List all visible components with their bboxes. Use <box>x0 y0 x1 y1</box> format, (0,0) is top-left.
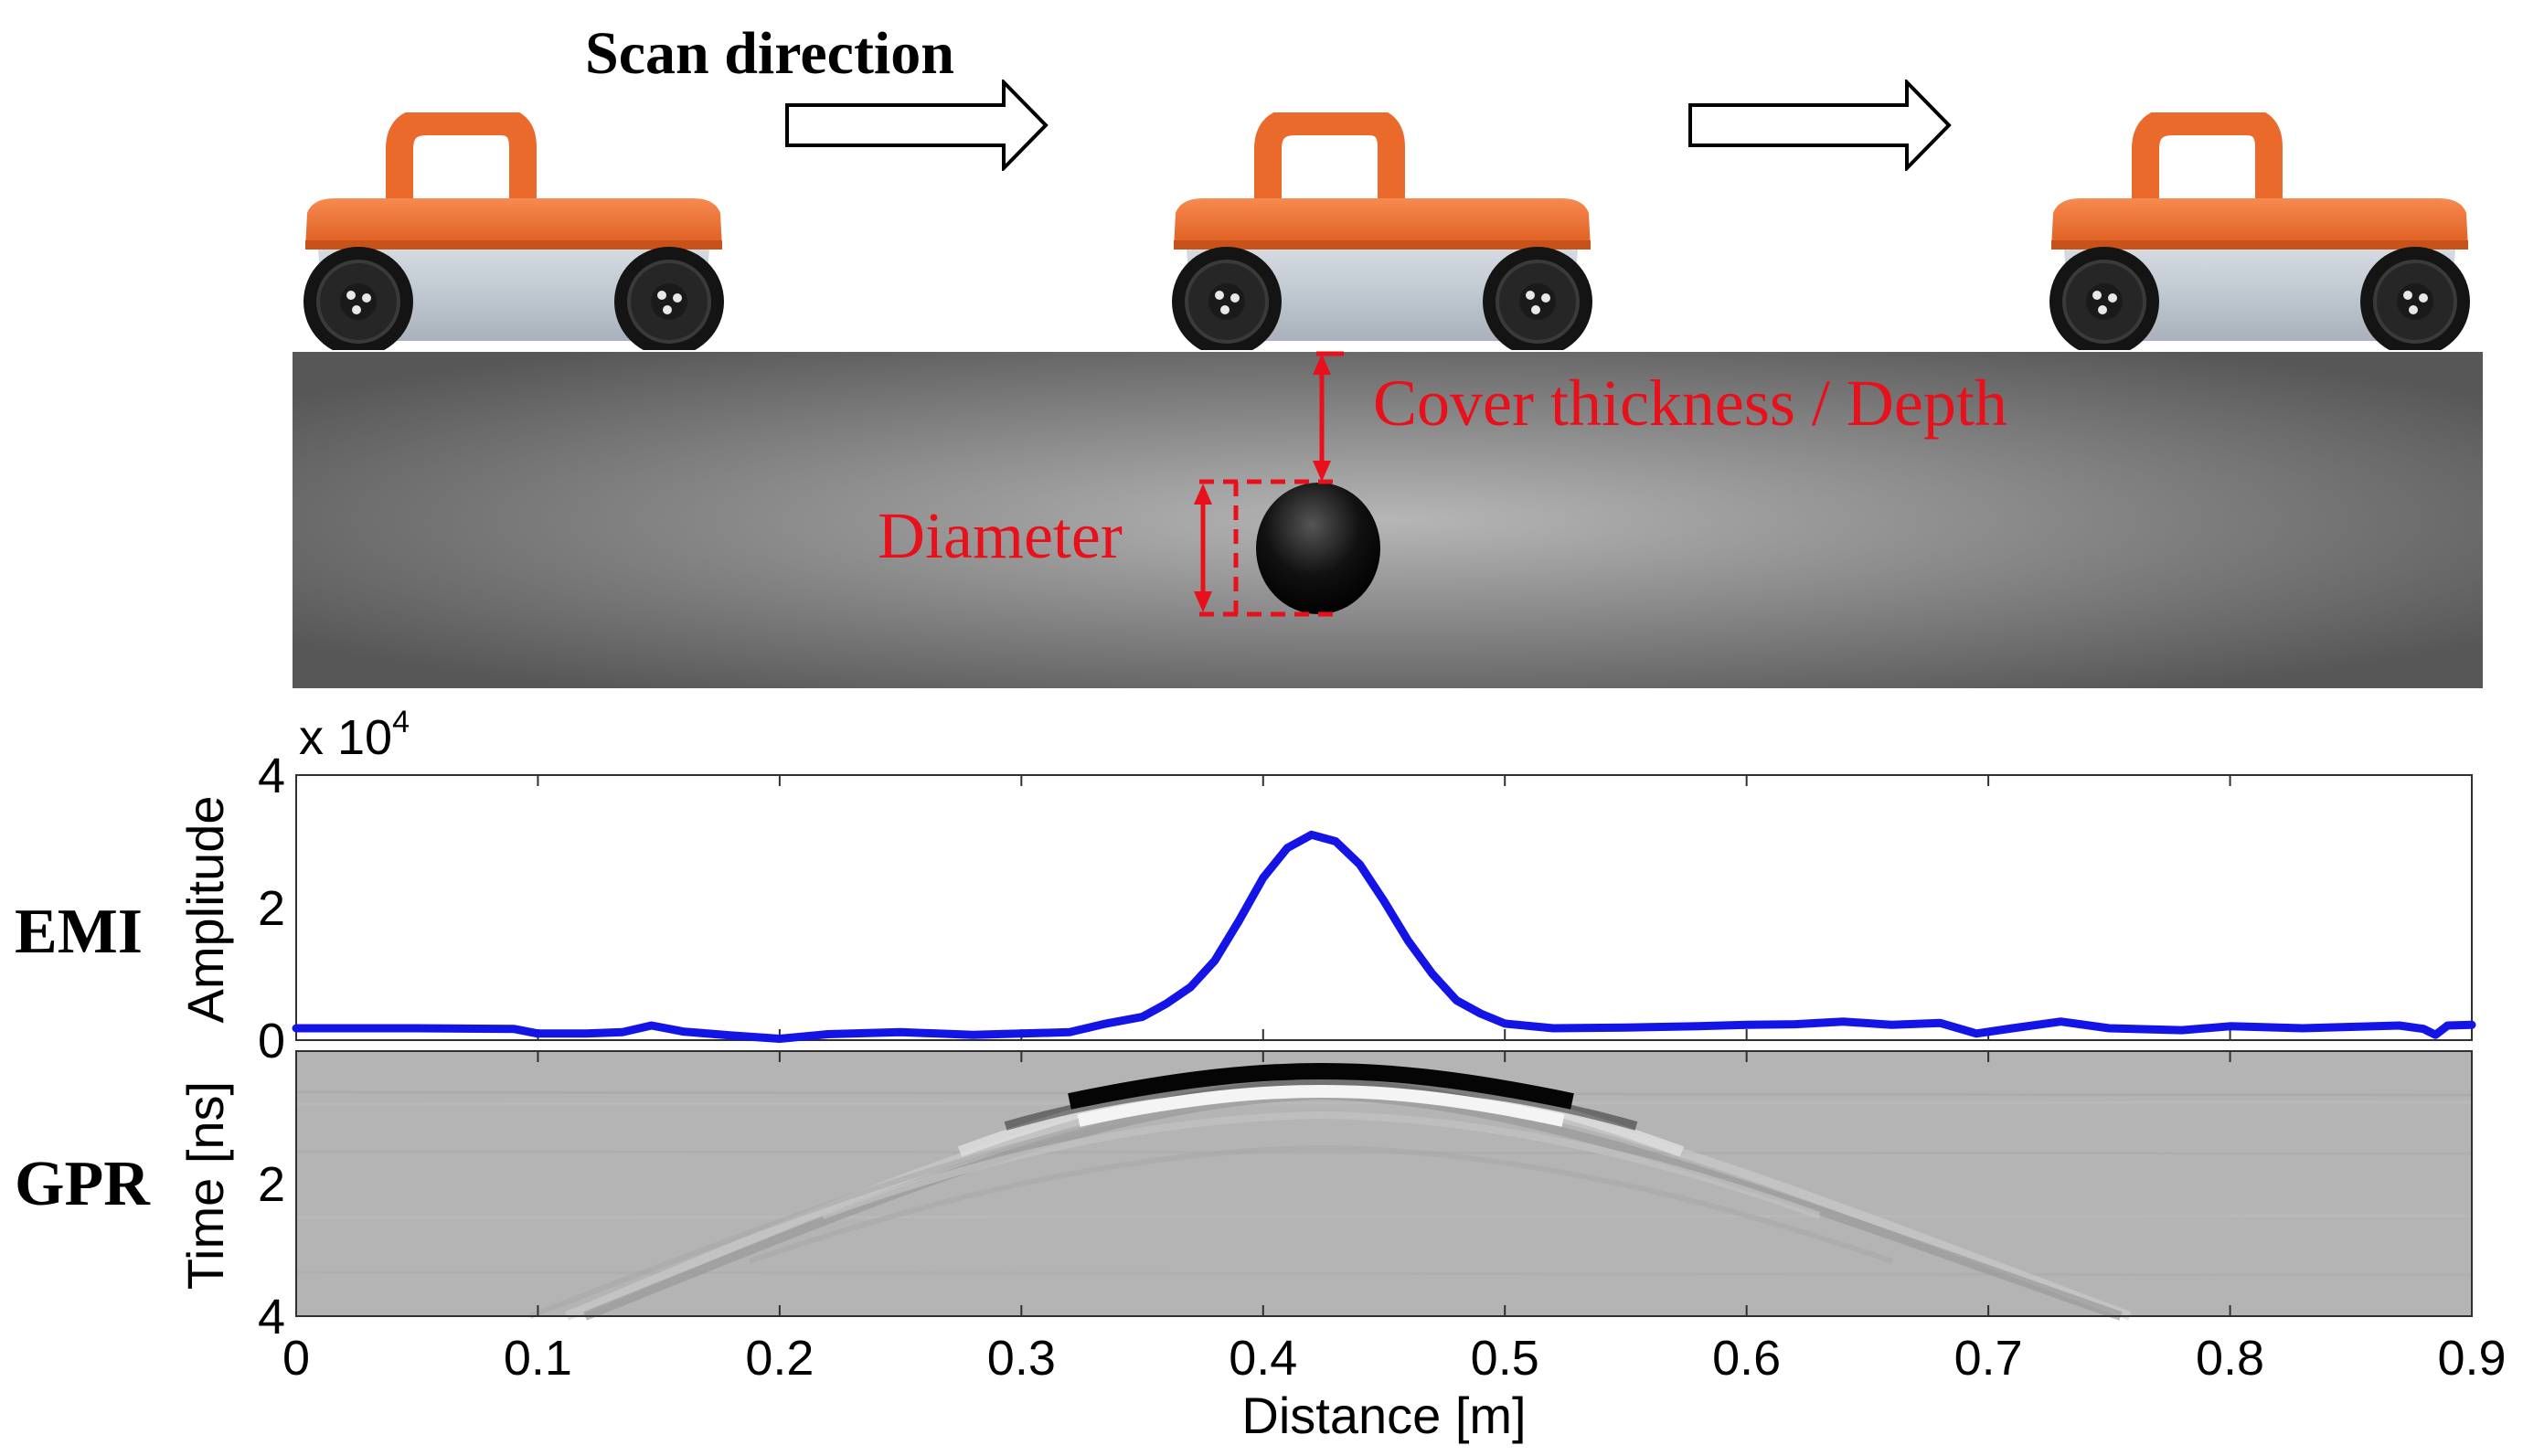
gpr-cart-icon <box>2049 122 2470 356</box>
emi-y-ticks: 0 2 4 <box>258 749 307 1068</box>
emi-y-tick-label: 2 <box>258 881 285 936</box>
cover-thickness-label: Cover thickness / Depth <box>1373 367 2007 440</box>
arrow-right-icon <box>785 80 1048 170</box>
rebar-icon <box>1256 483 1380 614</box>
emi-y-tick-label: 4 <box>258 749 285 803</box>
gpr-x-ticks <box>295 1051 2473 1316</box>
diameter-marker <box>1194 479 1338 617</box>
emi-ylabel: Amplitude <box>176 795 234 1023</box>
concrete-slab <box>293 352 2483 688</box>
emi-signal-line <box>292 830 2476 1043</box>
gpr-cart-icon <box>303 122 724 356</box>
gpr-row-label: GPR <box>15 1149 151 1219</box>
emi-y-tick-label: 0 <box>258 1014 285 1068</box>
x-tick-label: 0 <box>282 1331 310 1386</box>
gpr-y-tick-label: 2 <box>258 1157 285 1212</box>
arrow-right-icon <box>1688 80 1951 170</box>
x-tick-label: 0.1 <box>504 1331 572 1386</box>
scan-direction-label: Scan direction <box>585 20 954 87</box>
x-tick-label: 0.2 <box>745 1331 814 1386</box>
x-tick-label: 0.4 <box>1229 1331 1297 1386</box>
double-arrow-icon <box>1313 351 1344 482</box>
emi-row-label: EMI <box>15 897 143 967</box>
x-tick-label: 0.9 <box>2437 1331 2506 1386</box>
diameter-label: Diameter <box>878 499 1123 572</box>
x-axis-tick-labels: 0 0.1 0.2 0.3 0.4 0.5 0.6 0.7 0.8 0.9 <box>282 1331 2507 1386</box>
x-tick-label: 0.8 <box>2196 1331 2264 1386</box>
emi-exponent-label: x 104 <box>299 705 410 765</box>
gpr-cart-icon <box>1172 122 1592 356</box>
x-tick-label: 0.7 <box>1954 1331 2023 1386</box>
gpr-y-ticks: 24 <box>258 1157 307 1344</box>
x-tick-label: 0.6 <box>1712 1331 1781 1386</box>
x-tick-label: 0.5 <box>1471 1331 1539 1386</box>
emi-exponent-power: 4 <box>392 705 410 739</box>
gpr-plot-frame <box>295 1050 2473 1317</box>
gpr-y-tick-label: 4 <box>258 1290 285 1344</box>
x-axis-label: Distance [m] <box>1241 1387 1526 1444</box>
x-tick-label: 0.3 <box>987 1331 1056 1386</box>
gpr-radargram <box>295 1051 2473 1321</box>
gpr-ylabel: Time [ns] <box>176 1081 234 1290</box>
